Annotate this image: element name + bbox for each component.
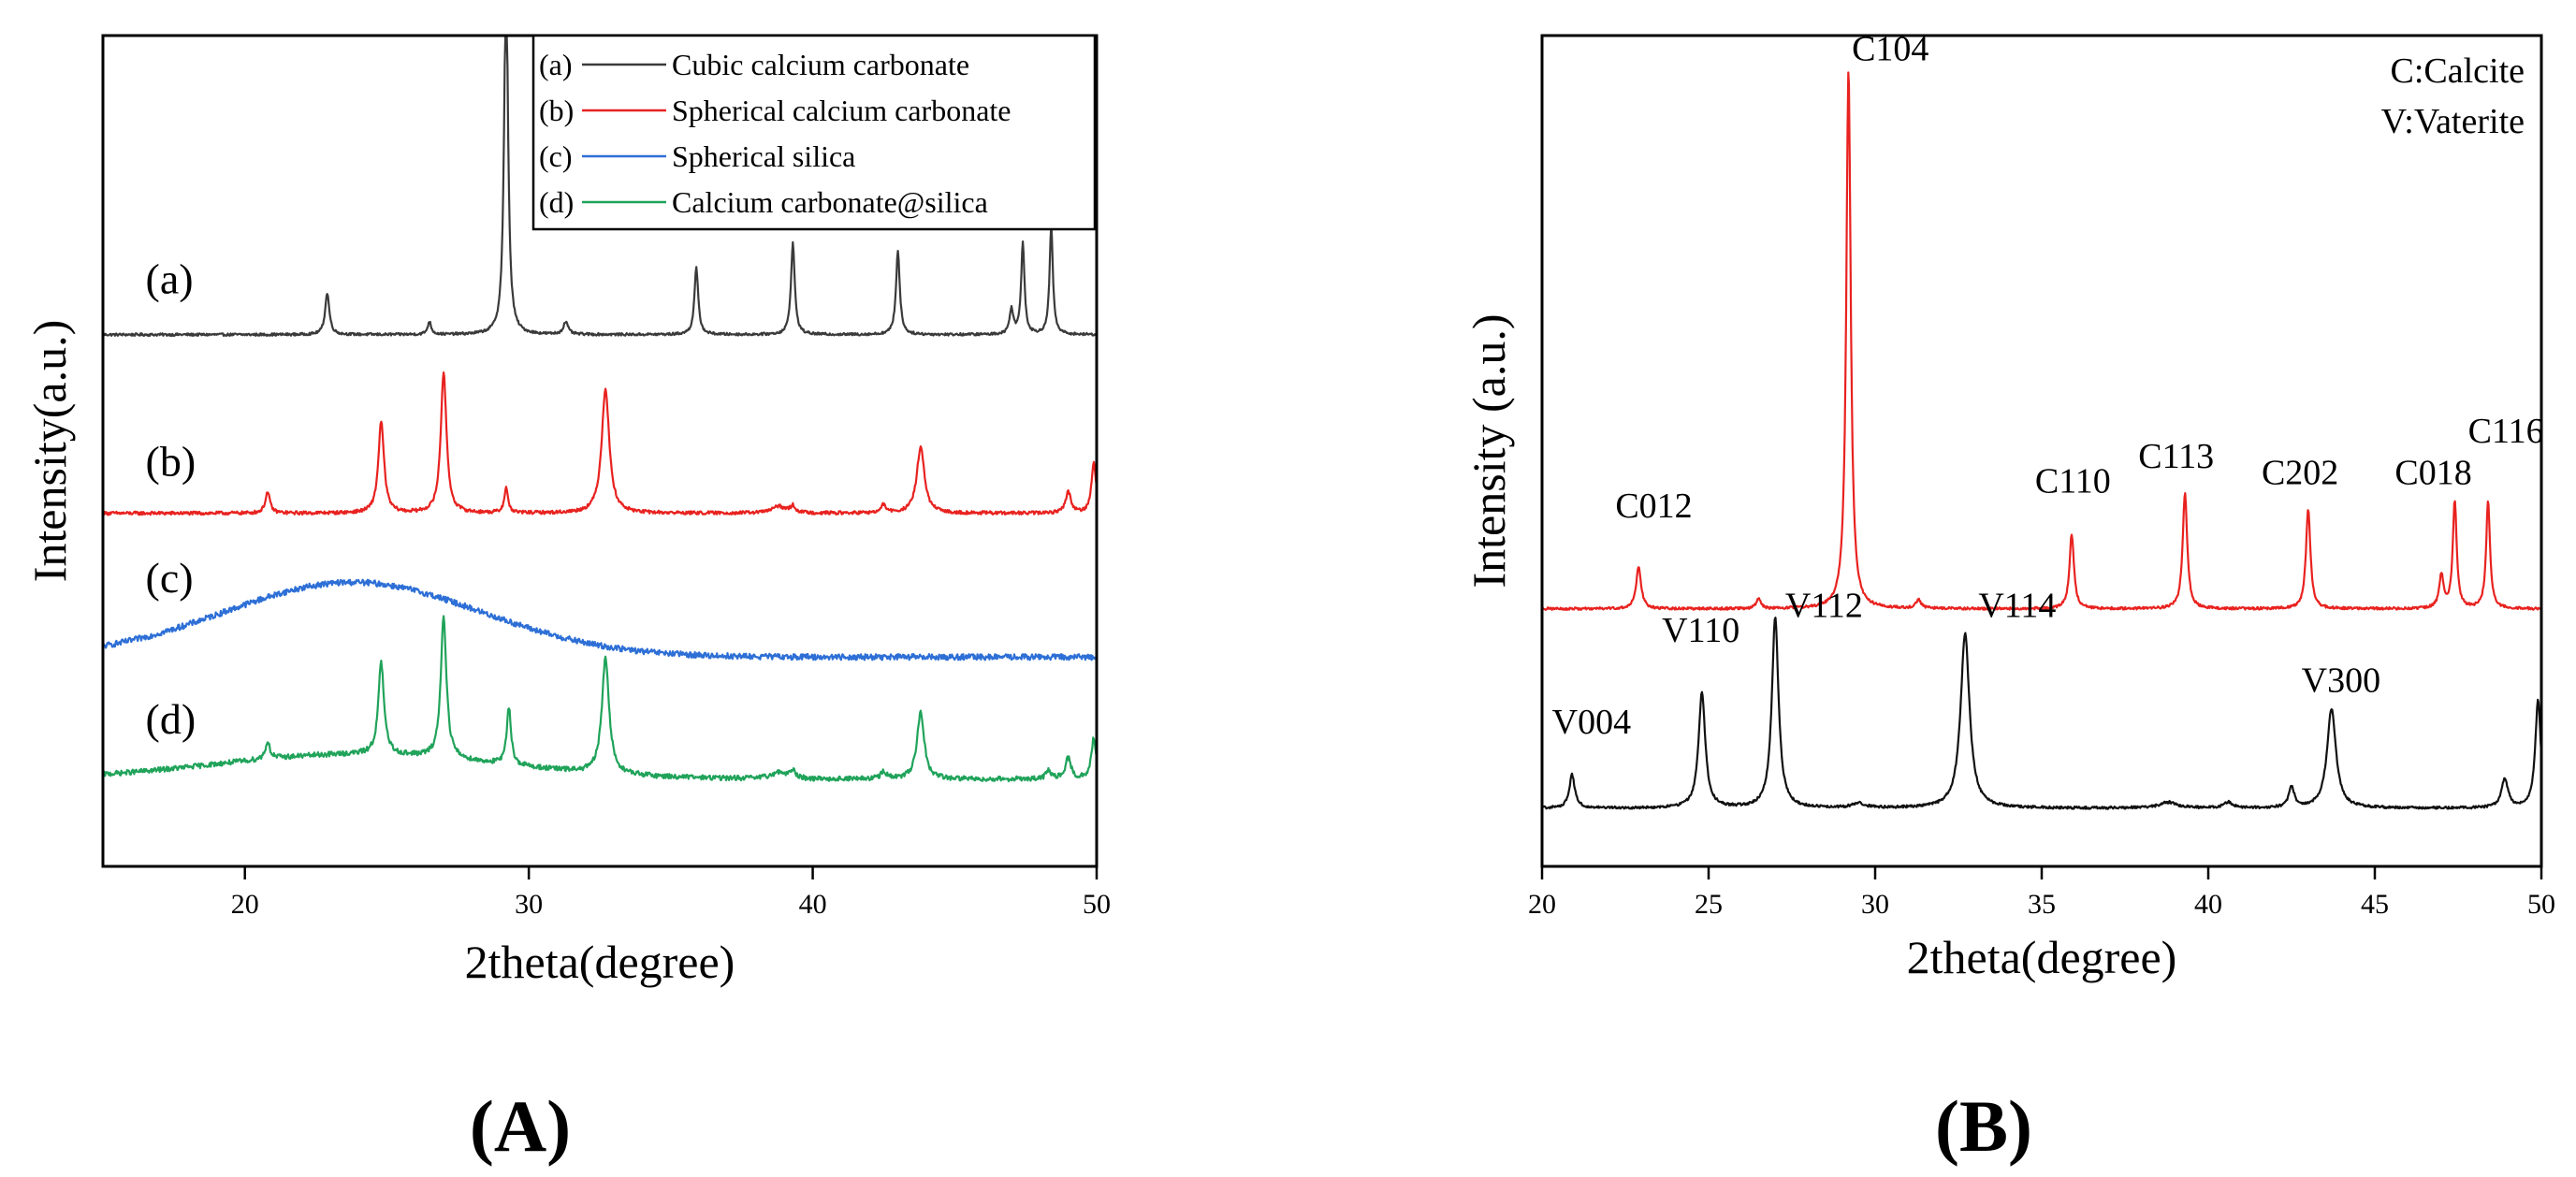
legend-key: (d) [539,185,574,219]
panel-a-legend-box [531,34,1097,231]
peak-annotation: C202 [2262,454,2338,493]
legend-entry-a: (a) Cubic calcium carbonate [539,48,969,81]
legend-entry-c: (c) Spherical silica [539,139,855,173]
peak-annotation: V004 [1552,703,1631,742]
panel-a-xticks: 20 30 40 50 [231,866,1111,920]
x-tick-label: 30 [1861,889,1889,920]
series-line-d [102,615,1099,783]
x-tick-label: 20 [1528,889,1556,920]
peak-annotation: C116 [2468,412,2544,451]
peak-annotation: C110 [2035,461,2111,501]
panel-b-series [1540,71,2543,810]
legend-label: Spherical silica [672,139,855,173]
peak-annotation: C018 [2394,454,2471,493]
peak-annotation: V112 [1785,587,1863,626]
panel-a-ylabel: Intensity(a.u.) [23,320,76,582]
series-line-calcite [1540,71,2543,611]
legend-key: (c) [539,139,573,173]
legend-entry-b: (b) Spherical calcium carbonate [539,94,1011,127]
peak-annotation: (b) [146,438,196,486]
legend-label: Cubic calcium carbonate [672,48,969,81]
peak-annotation: V300 [2302,661,2380,701]
panel-a: 20 30 40 50 2theta(degree) Intensity(a.u.) … [23,34,1111,1167]
peak-annotation: V110 [1662,611,1739,650]
panel-a-series [101,35,1099,783]
x-tick-label: 20 [231,889,259,920]
panel-b-xlabel: 2theta(degree) [1907,931,2177,983]
legend-key: (a) [539,48,573,81]
x-tick-label: 35 [2028,889,2056,920]
peak-annotation: (d) [146,695,196,743]
x-tick-label: 30 [515,889,543,920]
legend-key: (b) [539,94,574,127]
x-tick-label: 40 [2194,889,2222,920]
legend-entry-d: (d) Calcium carbonate@silica [539,185,988,219]
peak-annotation: C113 [2138,437,2214,476]
panel-b-ylabel: Intensity (a.u.) [1463,314,1515,588]
panel-b: 20 25 30 35 40 45 50 2theta(degree) Intensity … [1463,30,2555,1167]
x-tick-label: 45 [2361,889,2389,920]
series-line-a [102,35,1098,338]
legend-calcite: C:Calcite [2390,51,2525,91]
series-line-c [102,578,1099,661]
panel-b-frame [1540,34,2543,868]
peak-annotation: C012 [1615,487,1692,526]
peak-annotation: (c) [146,554,194,602]
x-tick-label: 25 [1695,889,1723,920]
panel-b-label: (B) [1935,1085,2032,1167]
peak-annotation: C104 [1852,30,1928,69]
panel-a-legend: (a) Cubic calcium carbonate (b) Spherica… [531,34,1097,231]
peak-annotation: V114 [1978,587,2056,626]
legend-label: Calcium carbonate@silica [672,185,988,219]
x-tick-label: 50 [2527,889,2555,920]
panel-a-label: (A) [470,1085,571,1167]
series-line-vaterite [1541,617,2543,810]
panel-b-xticks: 20 25 30 35 40 45 50 [1528,866,2555,920]
panel-a-annotations: (a) (b) (c) (d) [146,254,196,743]
panel-a-xlabel: 2theta(degree) [465,936,735,988]
legend-label: Spherical calcium carbonate [672,94,1011,127]
x-tick-label: 40 [799,889,827,920]
series-line-b [101,371,1099,516]
legend-vaterite: V:Vaterite [2381,102,2525,141]
peak-annotation: (a) [146,254,194,302]
panel-b-legend: C:Calcite V:Vaterite [2381,51,2525,141]
x-tick-label: 50 [1083,889,1111,920]
